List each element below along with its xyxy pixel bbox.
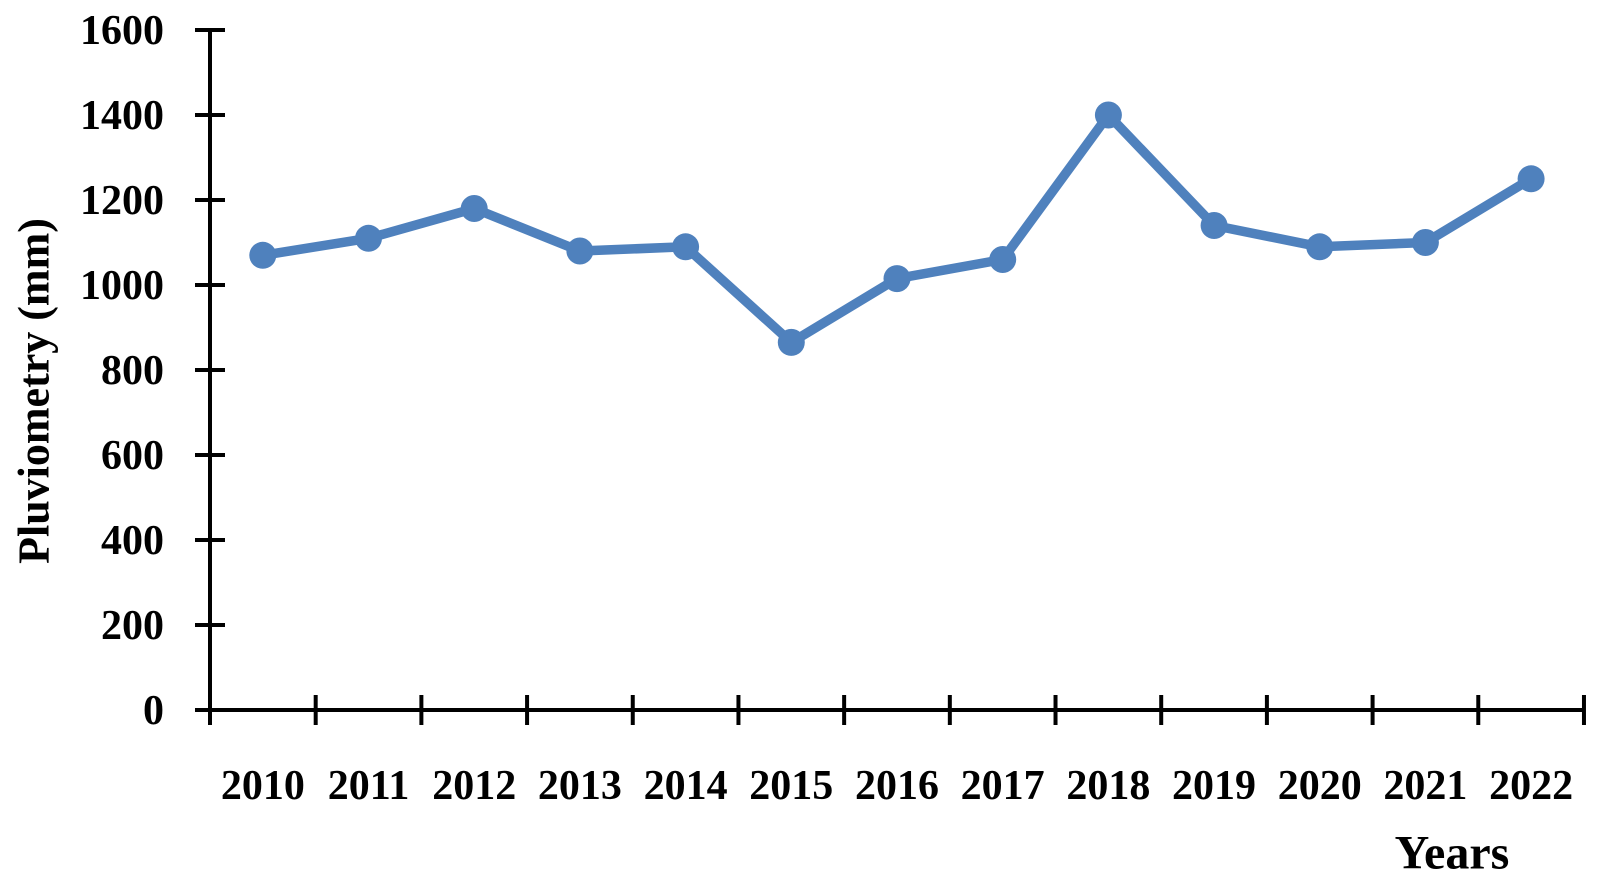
y-axis-title: Pluviometry (mm) (9, 218, 59, 564)
data-point (355, 224, 382, 252)
y-tick-label: 0 (143, 688, 164, 734)
data-point (989, 246, 1017, 273)
y-tick-label: 1000 (80, 263, 164, 309)
data-point (883, 265, 911, 293)
x-tick-label: 2019 (1172, 763, 1256, 809)
x-tick-label: 2013 (538, 763, 622, 809)
x-tick-label: 2021 (1383, 763, 1467, 809)
data-point (672, 233, 700, 261)
x-tick-label: 2022 (1489, 763, 1573, 809)
data-point (1517, 165, 1545, 193)
data-point (1094, 101, 1122, 129)
x-tick-label: 2015 (749, 763, 833, 809)
x-tick-label: 2011 (328, 763, 410, 809)
y-tick-label: 1200 (80, 178, 164, 224)
data-point (777, 328, 805, 356)
data-line (258, 110, 1536, 348)
x-tick-label: 2018 (1066, 763, 1150, 809)
data-point (249, 241, 277, 269)
y-tick-label: 1600 (80, 8, 164, 54)
y-tick-label: 600 (101, 433, 164, 479)
y-tick-label: 400 (101, 518, 164, 564)
x-tick-label: 2017 (961, 763, 1045, 809)
x-tick-label: 2014 (644, 763, 728, 809)
data-point (1200, 212, 1228, 239)
x-tick-label: 2012 (432, 763, 516, 809)
x-tick-label: 2020 (1278, 763, 1362, 809)
y-tick-label: 800 (101, 348, 164, 394)
x-axis-title: Years (1394, 826, 1510, 880)
data-point (460, 195, 488, 222)
data-point (1411, 229, 1439, 256)
x-tick-label: 2010 (221, 763, 305, 809)
y-tick-label: 200 (101, 603, 164, 649)
x-tick-label: 2016 (855, 763, 939, 809)
data-point (1306, 233, 1334, 261)
data-point (566, 237, 594, 265)
y-tick-label: 1400 (80, 93, 164, 139)
